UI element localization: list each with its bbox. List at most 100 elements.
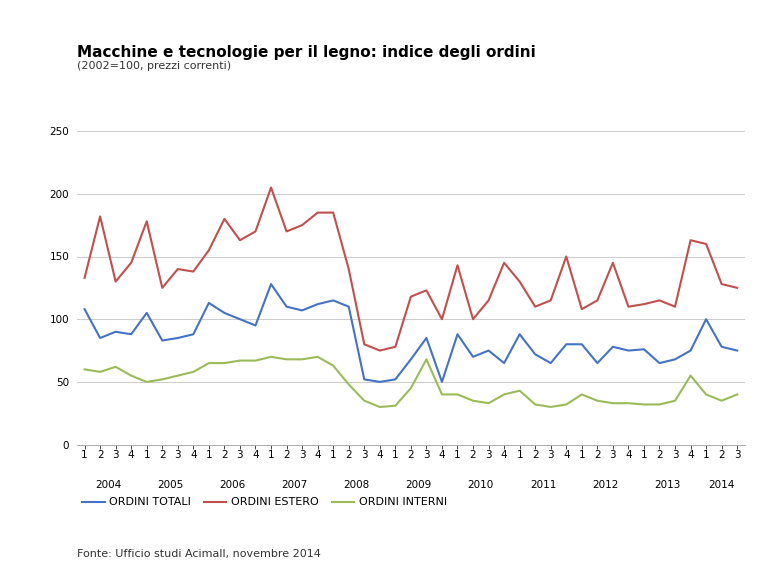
Text: 2004: 2004 bbox=[94, 480, 121, 490]
ORDINI ESTERO bbox=[639, 301, 648, 308]
ORDINI TOTALI bbox=[174, 335, 183, 341]
ORDINI ESTERO bbox=[344, 266, 353, 272]
ORDINI ESTERO bbox=[561, 253, 571, 260]
ORDINI ESTERO bbox=[80, 274, 89, 281]
ORDINI ESTERO bbox=[282, 228, 291, 235]
ORDINI TOTALI bbox=[733, 347, 742, 354]
ORDINI INTERNI bbox=[561, 401, 571, 408]
ORDINI TOTALI bbox=[546, 360, 555, 367]
ORDINI INTERNI bbox=[593, 397, 602, 404]
Line: ORDINI TOTALI: ORDINI TOTALI bbox=[84, 284, 737, 382]
ORDINI INTERNI bbox=[344, 381, 353, 388]
ORDINI INTERNI bbox=[251, 357, 260, 364]
ORDINI TOTALI bbox=[127, 331, 136, 337]
Text: 2010: 2010 bbox=[468, 480, 494, 490]
ORDINI TOTALI bbox=[437, 378, 446, 385]
ORDINI TOTALI bbox=[639, 346, 648, 353]
ORDINI ESTERO bbox=[391, 343, 400, 350]
ORDINI INTERNI bbox=[266, 353, 276, 360]
Text: Fonte: Ufficio studi Acimall, novembre 2014: Fonte: Ufficio studi Acimall, novembre 2… bbox=[77, 548, 321, 559]
ORDINI INTERNI bbox=[733, 391, 742, 398]
ORDINI ESTERO bbox=[157, 284, 167, 291]
ORDINI INTERNI bbox=[624, 400, 633, 406]
Text: 2007: 2007 bbox=[281, 480, 307, 490]
Text: 2013: 2013 bbox=[654, 480, 680, 490]
ORDINI ESTERO bbox=[701, 241, 710, 247]
ORDINI TOTALI bbox=[515, 331, 525, 337]
ORDINI INTERNI bbox=[655, 401, 664, 408]
ORDINI INTERNI bbox=[639, 401, 648, 408]
ORDINI ESTERO bbox=[297, 222, 306, 229]
ORDINI INTERNI bbox=[127, 372, 136, 379]
ORDINI INTERNI bbox=[95, 368, 104, 375]
Legend: ORDINI TOTALI, ORDINI ESTERO, ORDINI INTERNI: ORDINI TOTALI, ORDINI ESTERO, ORDINI INT… bbox=[82, 498, 447, 507]
Text: 2011: 2011 bbox=[530, 480, 556, 490]
ORDINI TOTALI bbox=[282, 303, 291, 310]
ORDINI ESTERO bbox=[484, 297, 493, 304]
ORDINI TOTALI bbox=[329, 297, 338, 304]
ORDINI ESTERO bbox=[437, 316, 446, 323]
Text: 2008: 2008 bbox=[343, 480, 369, 490]
ORDINI TOTALI bbox=[578, 341, 587, 348]
ORDINI ESTERO bbox=[313, 209, 323, 216]
ORDINI INTERNI bbox=[359, 397, 369, 404]
ORDINI TOTALI bbox=[220, 310, 229, 316]
ORDINI INTERNI bbox=[297, 356, 306, 363]
ORDINI TOTALI bbox=[499, 360, 508, 367]
ORDINI ESTERO bbox=[142, 218, 151, 225]
Text: 2006: 2006 bbox=[219, 480, 245, 490]
ORDINI ESTERO bbox=[174, 266, 183, 272]
ORDINI TOTALI bbox=[391, 376, 400, 383]
ORDINI INTERNI bbox=[111, 364, 121, 371]
ORDINI ESTERO bbox=[578, 306, 587, 312]
ORDINI ESTERO bbox=[406, 293, 415, 300]
ORDINI TOTALI bbox=[376, 378, 385, 385]
Text: 2014: 2014 bbox=[708, 480, 735, 490]
Line: ORDINI INTERNI: ORDINI INTERNI bbox=[84, 357, 737, 407]
ORDINI ESTERO bbox=[686, 237, 695, 243]
ORDINI ESTERO bbox=[204, 247, 214, 254]
ORDINI INTERNI bbox=[578, 391, 587, 398]
ORDINI ESTERO bbox=[608, 259, 617, 266]
ORDINI ESTERO bbox=[499, 259, 508, 266]
ORDINI INTERNI bbox=[406, 385, 415, 392]
ORDINI INTERNI bbox=[391, 402, 400, 409]
ORDINI INTERNI bbox=[468, 397, 478, 404]
ORDINI TOTALI bbox=[111, 328, 121, 335]
ORDINI TOTALI bbox=[406, 356, 415, 363]
ORDINI ESTERO bbox=[468, 316, 478, 323]
ORDINI TOTALI bbox=[204, 299, 214, 306]
ORDINI INTERNI bbox=[189, 368, 198, 375]
Line: ORDINI ESTERO: ORDINI ESTERO bbox=[84, 188, 737, 351]
ORDINI ESTERO bbox=[546, 297, 555, 304]
ORDINI ESTERO bbox=[733, 284, 742, 291]
ORDINI ESTERO bbox=[95, 213, 104, 220]
ORDINI ESTERO bbox=[329, 209, 338, 216]
ORDINI ESTERO bbox=[189, 268, 198, 275]
Text: 2012: 2012 bbox=[592, 480, 618, 490]
ORDINI ESTERO bbox=[127, 259, 136, 266]
ORDINI TOTALI bbox=[359, 376, 369, 383]
ORDINI INTERNI bbox=[437, 391, 446, 398]
ORDINI INTERNI bbox=[499, 391, 508, 398]
ORDINI INTERNI bbox=[282, 356, 291, 363]
ORDINI ESTERO bbox=[422, 287, 431, 294]
ORDINI ESTERO bbox=[266, 184, 276, 191]
ORDINI TOTALI bbox=[593, 360, 602, 367]
ORDINI TOTALI bbox=[142, 310, 151, 316]
ORDINI ESTERO bbox=[251, 228, 260, 235]
ORDINI INTERNI bbox=[80, 366, 89, 373]
ORDINI INTERNI bbox=[376, 404, 385, 410]
ORDINI ESTERO bbox=[453, 262, 462, 268]
Text: (2002=100, prezzi correnti): (2002=100, prezzi correnti) bbox=[77, 61, 231, 71]
ORDINI ESTERO bbox=[624, 303, 633, 310]
ORDINI INTERNI bbox=[515, 387, 525, 394]
ORDINI TOTALI bbox=[157, 337, 167, 344]
ORDINI TOTALI bbox=[313, 301, 323, 308]
ORDINI ESTERO bbox=[111, 278, 121, 285]
ORDINI TOTALI bbox=[655, 360, 664, 367]
ORDINI ESTERO bbox=[655, 297, 664, 304]
ORDINI TOTALI bbox=[717, 343, 727, 350]
ORDINI TOTALI bbox=[670, 356, 680, 363]
ORDINI TOTALI bbox=[561, 341, 571, 348]
